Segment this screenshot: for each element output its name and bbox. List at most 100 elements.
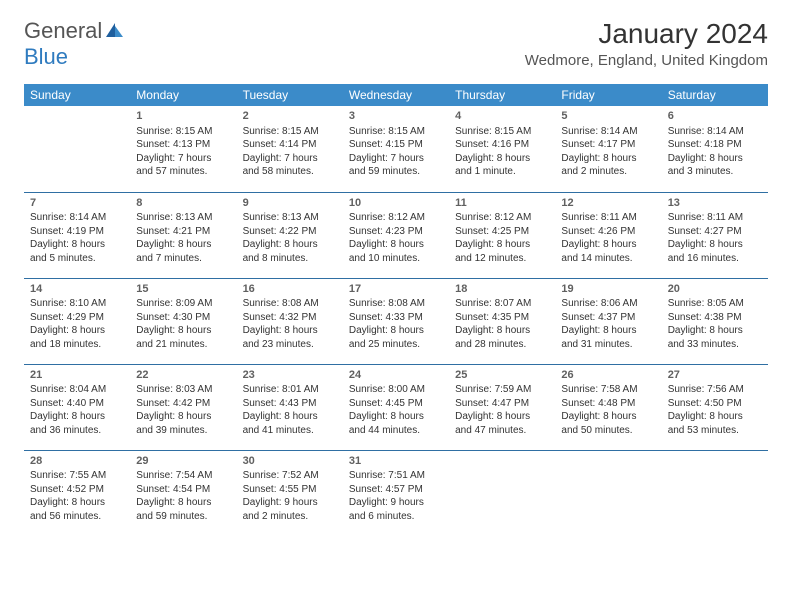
sunset-line: Sunset: 4:23 PM	[349, 225, 443, 239]
calendar-week-row: 1Sunrise: 8:15 AMSunset: 4:13 PMDaylight…	[24, 106, 768, 192]
day-header: Friday	[555, 84, 661, 106]
calendar-day-cell	[449, 450, 555, 536]
day-number: 14	[30, 282, 124, 297]
day-number: 6	[668, 109, 762, 124]
sunrise-line: Sunrise: 8:05 AM	[668, 297, 762, 311]
day-number: 19	[561, 282, 655, 297]
day-number: 26	[561, 368, 655, 383]
sunset-line: Sunset: 4:45 PM	[349, 397, 443, 411]
calendar-day-cell: 24Sunrise: 8:00 AMSunset: 4:45 PMDayligh…	[343, 364, 449, 450]
sunrise-line: Sunrise: 8:11 AM	[668, 211, 762, 225]
calendar-day-cell: 27Sunrise: 7:56 AMSunset: 4:50 PMDayligh…	[662, 364, 768, 450]
day-number: 15	[136, 282, 230, 297]
logo-sail-icon	[105, 18, 125, 43]
sunset-line: Sunset: 4:37 PM	[561, 311, 655, 325]
logo: GeneralBlue	[24, 18, 125, 70]
calendar-day-cell: 12Sunrise: 8:11 AMSunset: 4:26 PMDayligh…	[555, 192, 661, 278]
sunrise-line: Sunrise: 8:01 AM	[243, 383, 337, 397]
day-number: 21	[30, 368, 124, 383]
sunset-line: Sunset: 4:17 PM	[561, 138, 655, 152]
sunrise-line: Sunrise: 8:08 AM	[349, 297, 443, 311]
sunset-line: Sunset: 4:15 PM	[349, 138, 443, 152]
day-number: 22	[136, 368, 230, 383]
logo-text-2: Blue	[24, 44, 68, 69]
day-number: 1	[136, 109, 230, 124]
calendar-week-row: 28Sunrise: 7:55 AMSunset: 4:52 PMDayligh…	[24, 450, 768, 536]
sunrise-line: Sunrise: 7:59 AM	[455, 383, 549, 397]
day-number: 30	[243, 454, 337, 469]
sunrise-line: Sunrise: 7:51 AM	[349, 469, 443, 483]
daylight-line: Daylight: 9 hours and 6 minutes.	[349, 496, 443, 523]
calendar-day-cell: 9Sunrise: 8:13 AMSunset: 4:22 PMDaylight…	[237, 192, 343, 278]
day-number: 10	[349, 196, 443, 211]
sunset-line: Sunset: 4:43 PM	[243, 397, 337, 411]
sunrise-line: Sunrise: 8:06 AM	[561, 297, 655, 311]
daylight-line: Daylight: 8 hours and 25 minutes.	[349, 324, 443, 351]
daylight-line: Daylight: 8 hours and 59 minutes.	[136, 496, 230, 523]
calendar-header-row: SundayMondayTuesdayWednesdayThursdayFrid…	[24, 84, 768, 106]
sunrise-line: Sunrise: 7:52 AM	[243, 469, 337, 483]
calendar-day-cell: 6Sunrise: 8:14 AMSunset: 4:18 PMDaylight…	[662, 106, 768, 192]
sunrise-line: Sunrise: 8:15 AM	[349, 125, 443, 139]
day-number: 24	[349, 368, 443, 383]
sunrise-line: Sunrise: 8:07 AM	[455, 297, 549, 311]
calendar-day-cell: 8Sunrise: 8:13 AMSunset: 4:21 PMDaylight…	[130, 192, 236, 278]
calendar-day-cell: 15Sunrise: 8:09 AMSunset: 4:30 PMDayligh…	[130, 278, 236, 364]
calendar-day-cell: 21Sunrise: 8:04 AMSunset: 4:40 PMDayligh…	[24, 364, 130, 450]
day-number: 27	[668, 368, 762, 383]
daylight-line: Daylight: 8 hours and 2 minutes.	[561, 152, 655, 179]
daylight-line: Daylight: 8 hours and 10 minutes.	[349, 238, 443, 265]
day-number: 8	[136, 196, 230, 211]
calendar-day-cell: 19Sunrise: 8:06 AMSunset: 4:37 PMDayligh…	[555, 278, 661, 364]
sunrise-line: Sunrise: 8:14 AM	[30, 211, 124, 225]
day-number: 18	[455, 282, 549, 297]
logo-text-1: General	[24, 18, 102, 43]
daylight-line: Daylight: 7 hours and 58 minutes.	[243, 152, 337, 179]
day-number: 11	[455, 196, 549, 211]
calendar-day-cell: 7Sunrise: 8:14 AMSunset: 4:19 PMDaylight…	[24, 192, 130, 278]
day-number: 9	[243, 196, 337, 211]
header: GeneralBlue January 2024 Wedmore, Englan…	[24, 18, 768, 70]
day-number: 12	[561, 196, 655, 211]
daylight-line: Daylight: 8 hours and 47 minutes.	[455, 410, 549, 437]
sunset-line: Sunset: 4:50 PM	[668, 397, 762, 411]
daylight-line: Daylight: 8 hours and 14 minutes.	[561, 238, 655, 265]
calendar-day-cell: 23Sunrise: 8:01 AMSunset: 4:43 PMDayligh…	[237, 364, 343, 450]
calendar-day-cell: 13Sunrise: 8:11 AMSunset: 4:27 PMDayligh…	[662, 192, 768, 278]
day-number: 3	[349, 109, 443, 124]
calendar-day-cell: 14Sunrise: 8:10 AMSunset: 4:29 PMDayligh…	[24, 278, 130, 364]
daylight-line: Daylight: 8 hours and 7 minutes.	[136, 238, 230, 265]
daylight-line: Daylight: 8 hours and 3 minutes.	[668, 152, 762, 179]
day-number: 5	[561, 109, 655, 124]
calendar-day-cell: 29Sunrise: 7:54 AMSunset: 4:54 PMDayligh…	[130, 450, 236, 536]
calendar-day-cell: 3Sunrise: 8:15 AMSunset: 4:15 PMDaylight…	[343, 106, 449, 192]
sunrise-line: Sunrise: 8:04 AM	[30, 383, 124, 397]
day-header: Saturday	[662, 84, 768, 106]
sunset-line: Sunset: 4:40 PM	[30, 397, 124, 411]
daylight-line: Daylight: 8 hours and 28 minutes.	[455, 324, 549, 351]
sunset-line: Sunset: 4:54 PM	[136, 483, 230, 497]
day-number: 25	[455, 368, 549, 383]
day-number: 31	[349, 454, 443, 469]
sunset-line: Sunset: 4:55 PM	[243, 483, 337, 497]
calendar-day-cell: 5Sunrise: 8:14 AMSunset: 4:17 PMDaylight…	[555, 106, 661, 192]
location: Wedmore, England, United Kingdom	[525, 52, 768, 69]
sunset-line: Sunset: 4:32 PM	[243, 311, 337, 325]
daylight-line: Daylight: 8 hours and 23 minutes.	[243, 324, 337, 351]
day-header: Tuesday	[237, 84, 343, 106]
calendar-day-cell: 26Sunrise: 7:58 AMSunset: 4:48 PMDayligh…	[555, 364, 661, 450]
sunrise-line: Sunrise: 8:14 AM	[668, 125, 762, 139]
sunrise-line: Sunrise: 7:55 AM	[30, 469, 124, 483]
sunrise-line: Sunrise: 8:12 AM	[349, 211, 443, 225]
calendar-day-cell: 11Sunrise: 8:12 AMSunset: 4:25 PMDayligh…	[449, 192, 555, 278]
daylight-line: Daylight: 9 hours and 2 minutes.	[243, 496, 337, 523]
sunset-line: Sunset: 4:27 PM	[668, 225, 762, 239]
day-number: 2	[243, 109, 337, 124]
daylight-line: Daylight: 8 hours and 33 minutes.	[668, 324, 762, 351]
daylight-line: Daylight: 8 hours and 12 minutes.	[455, 238, 549, 265]
day-number: 7	[30, 196, 124, 211]
sunrise-line: Sunrise: 7:58 AM	[561, 383, 655, 397]
calendar-day-cell	[555, 450, 661, 536]
day-number: 13	[668, 196, 762, 211]
sunset-line: Sunset: 4:35 PM	[455, 311, 549, 325]
